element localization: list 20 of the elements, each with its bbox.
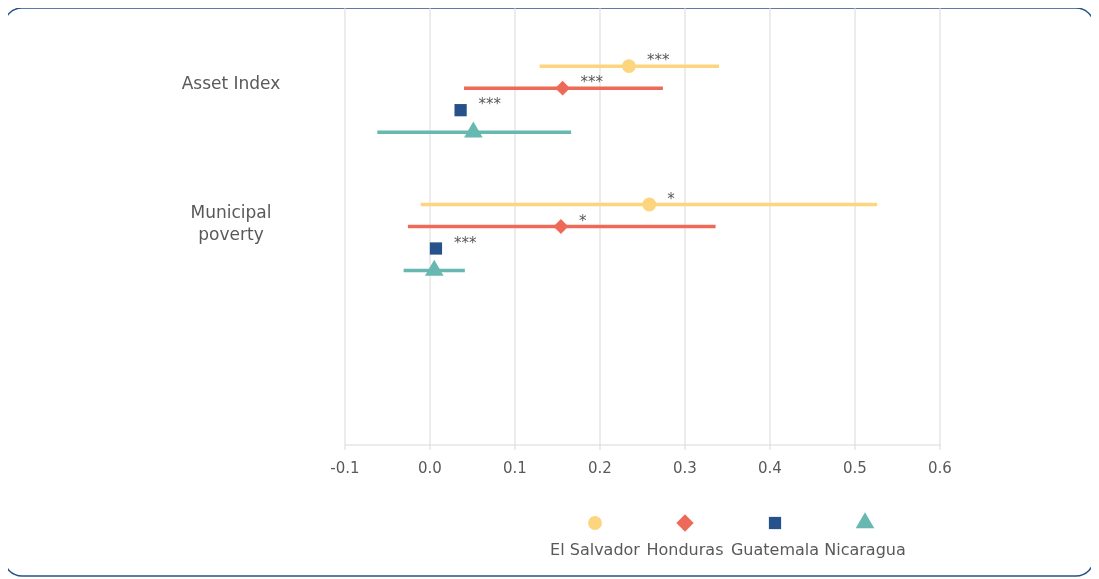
data-label: *** bbox=[580, 73, 604, 92]
legend-label: El Salvador bbox=[550, 540, 641, 559]
x-tick-label: -0.1 bbox=[330, 459, 360, 477]
x-tick-label: 0.2 bbox=[588, 459, 612, 477]
x-tick-label: 0.5 bbox=[843, 459, 867, 477]
data-label: * bbox=[578, 211, 587, 230]
data-label: *** bbox=[478, 95, 502, 114]
y-tick-label: Asset Index bbox=[181, 73, 281, 94]
x-tick-label: 0.0 bbox=[418, 459, 442, 477]
x-tick-label: 0.6 bbox=[928, 459, 952, 477]
x-tick-label: 0.4 bbox=[758, 459, 782, 477]
data-label: *** bbox=[453, 233, 477, 252]
data-label: * bbox=[667, 189, 676, 208]
legend-label: Honduras bbox=[646, 540, 724, 559]
y-tick-label: Municipal poverty bbox=[190, 201, 272, 244]
legend-label: Guatemala bbox=[730, 540, 820, 559]
legend-label: Nicaragua bbox=[824, 540, 906, 559]
data-label: *** bbox=[646, 51, 670, 70]
x-tick-label: 0.1 bbox=[503, 459, 527, 477]
x-tick-label: 0.3 bbox=[673, 459, 697, 477]
